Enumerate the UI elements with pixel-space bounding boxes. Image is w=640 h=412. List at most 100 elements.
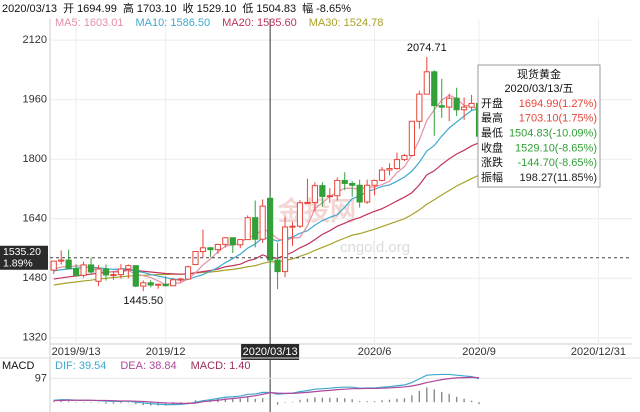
candle-body <box>408 120 415 157</box>
header-label: 低 <box>242 2 253 15</box>
candle-body <box>386 168 393 171</box>
x-tick-label: 2020/9 <box>462 346 496 358</box>
candle-body <box>117 268 124 276</box>
macd-bar <box>90 402 92 403</box>
x-tick-label: 2019/9/13 <box>52 346 101 358</box>
header-date: 2020/03/13 <box>2 3 57 15</box>
candle-body <box>199 247 207 253</box>
macd-bar <box>261 398 264 403</box>
header-label: 高 <box>123 1 134 15</box>
tooltip-date: 2020/03/13/五 <box>504 83 573 95</box>
candle-body <box>244 217 251 241</box>
header-label: 收 <box>183 1 194 15</box>
candle-body <box>222 237 229 245</box>
candle-body <box>140 282 147 287</box>
macd-bar <box>269 401 271 403</box>
tooltip-value: 1529.10(-8.65%) <box>515 142 597 154</box>
candle-body <box>349 182 356 186</box>
ma-line <box>53 174 480 286</box>
candle-body <box>311 185 318 203</box>
y-tick-label: 1960 <box>23 94 47 106</box>
macd-bar <box>351 399 353 403</box>
crosshair-value: 1535.20 <box>3 246 41 258</box>
candle-body <box>371 179 378 186</box>
tooltip-label: 最低 <box>481 127 503 140</box>
candle-body <box>87 264 95 273</box>
tooltip-value: 198.27(11.85%) <box>520 172 597 184</box>
macd-bar <box>306 398 309 403</box>
candle-body <box>446 97 453 108</box>
ma-line <box>53 142 480 280</box>
macd-bar <box>127 402 130 403</box>
candle-body <box>80 264 87 276</box>
candle-body <box>431 71 438 107</box>
legend-entry: MA20: 1535.60 <box>222 17 297 29</box>
candle-body <box>416 93 423 122</box>
candle-body <box>461 106 468 111</box>
macd-bar <box>344 398 346 403</box>
y-tick-label: 1480 <box>23 272 47 284</box>
macd-bar <box>75 402 77 403</box>
tooltip-value: 1504.83(-10.09%) <box>509 128 597 140</box>
ma-line <box>53 94 480 286</box>
candle-body <box>110 274 117 277</box>
macd-bar <box>366 401 368 403</box>
candle-body <box>155 283 162 286</box>
legend-entry: MA5: 1603.01 <box>55 17 124 29</box>
macd-bar <box>120 402 122 404</box>
panel-title: MACD <box>2 360 34 372</box>
tooltip-label: 最高 <box>481 111 503 125</box>
crosshair-y-box <box>0 245 48 270</box>
tooltip-title: 现货黄金 <box>517 67 561 81</box>
macd-bar <box>105 402 107 404</box>
macd-bar <box>478 402 480 405</box>
macd-bar <box>463 398 465 403</box>
legend-entry: DEA: 38.84 <box>120 360 176 372</box>
annotation: 2074.71 <box>407 42 447 54</box>
macd-bar <box>321 397 324 403</box>
macd-bar <box>403 398 406 403</box>
tooltip-value: 1694.99(1.27%) <box>519 98 597 110</box>
macd-bar <box>60 400 62 403</box>
candle-body <box>132 265 139 287</box>
tooltip-box <box>477 64 601 188</box>
macd-bar <box>388 399 391 403</box>
x-tick-label: 2020/12/31 <box>571 346 626 358</box>
candle-body <box>259 205 266 240</box>
tooltip-label: 开盘 <box>481 96 503 110</box>
legend-entry: MA10: 1586.50 <box>136 17 211 29</box>
header-value: 1694.99 <box>77 3 117 15</box>
tooltip-label: 振幅 <box>481 170 503 184</box>
annotation: 1445.50 <box>123 295 163 307</box>
macd-bar <box>135 402 137 405</box>
macd-bar <box>239 398 241 403</box>
candle-body <box>58 259 65 262</box>
y-tick-label: 2120 <box>23 34 47 46</box>
macd-bar <box>232 398 234 403</box>
macd-bar <box>448 393 450 403</box>
candle-body <box>304 201 311 204</box>
macd-bar <box>53 401 55 403</box>
candle-body <box>147 282 154 286</box>
candle-body <box>393 159 401 170</box>
candle-body <box>341 179 348 184</box>
macd-bar <box>329 397 331 403</box>
header-value: 1529.10 <box>197 3 237 15</box>
tooltip-label: 收盘 <box>481 140 503 154</box>
macd-line <box>53 376 480 405</box>
macd-bar <box>247 397 249 403</box>
y-tick-label: 97 <box>35 372 47 384</box>
candle-body <box>326 195 333 198</box>
macd-bar <box>164 402 167 406</box>
macd-bar <box>276 402 279 405</box>
legend-entry: MACD: 1.40 <box>191 360 251 372</box>
header-value: 1504.83 <box>256 3 296 15</box>
macd-bar <box>97 402 100 403</box>
legend-entry: DIF: 39.54 <box>55 360 106 372</box>
candle-body <box>378 169 386 181</box>
candle-body <box>102 268 110 276</box>
candle-body <box>95 268 102 282</box>
macd-bar <box>396 398 398 403</box>
